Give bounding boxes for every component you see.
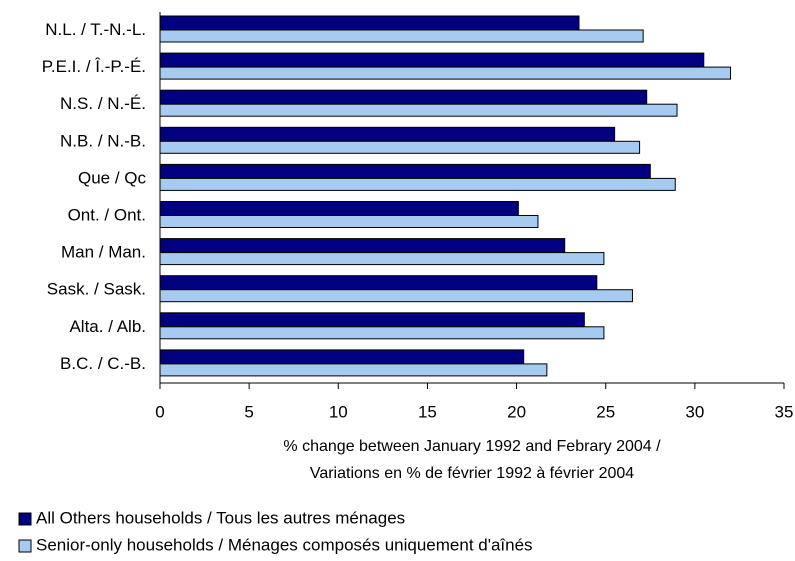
bar bbox=[159, 215, 539, 228]
y-tick-label: N.B. / N.-B. bbox=[60, 131, 146, 150]
x-tick-label: 35 bbox=[775, 402, 794, 421]
y-tick-label: N.S. / N.-É. bbox=[60, 94, 146, 113]
bar bbox=[159, 289, 633, 303]
legend-label: All Others households / Tous les autres … bbox=[36, 508, 405, 527]
bar bbox=[159, 89, 648, 105]
legend-label: Senior-only households / Ménages composé… bbox=[36, 535, 533, 554]
bar bbox=[159, 15, 580, 31]
x-tick-label: 30 bbox=[685, 402, 704, 421]
x-axis-title: % change between January 1992 and Febrar… bbox=[283, 438, 661, 455]
bar bbox=[159, 252, 605, 266]
x-tick-label: 20 bbox=[507, 402, 526, 421]
bar bbox=[159, 363, 548, 377]
y-tick-label: Sask. / Sask. bbox=[47, 280, 146, 299]
x-axis-title: Variations en % de février 1992 à févrie… bbox=[310, 465, 634, 482]
y-tick-label: N.L. / T.-N.-L. bbox=[45, 20, 146, 39]
y-tick-label: P.E.I. / Î.-P.-É. bbox=[42, 57, 146, 76]
legend-swatch bbox=[18, 539, 32, 553]
bar bbox=[159, 201, 519, 216]
bar bbox=[159, 326, 605, 340]
legend-swatch bbox=[18, 512, 32, 526]
y-tick-label: Man / Man. bbox=[61, 243, 146, 262]
bar bbox=[159, 238, 566, 254]
bar bbox=[159, 103, 678, 117]
x-tick-label: 0 bbox=[155, 402, 164, 421]
y-tick-label: Que / Qc bbox=[78, 168, 147, 187]
bar bbox=[159, 163, 651, 179]
x-tick-label: 10 bbox=[329, 402, 348, 421]
x-tick-label: 25 bbox=[596, 402, 615, 421]
bar bbox=[159, 52, 705, 68]
bar bbox=[159, 29, 644, 43]
x-tick-label: 15 bbox=[418, 402, 437, 421]
y-tick-label: Alta. / Alb. bbox=[69, 317, 146, 336]
bar bbox=[159, 349, 525, 365]
bar bbox=[159, 66, 732, 80]
y-tick-label: Ont. / Ont. bbox=[68, 206, 146, 225]
bar bbox=[159, 177, 676, 191]
x-tick-label: 5 bbox=[244, 402, 253, 421]
bar bbox=[159, 140, 641, 154]
bar bbox=[159, 312, 585, 328]
bar bbox=[159, 275, 598, 291]
bar bbox=[159, 126, 616, 142]
y-tick-label: B.C. / C.-B. bbox=[60, 354, 146, 373]
